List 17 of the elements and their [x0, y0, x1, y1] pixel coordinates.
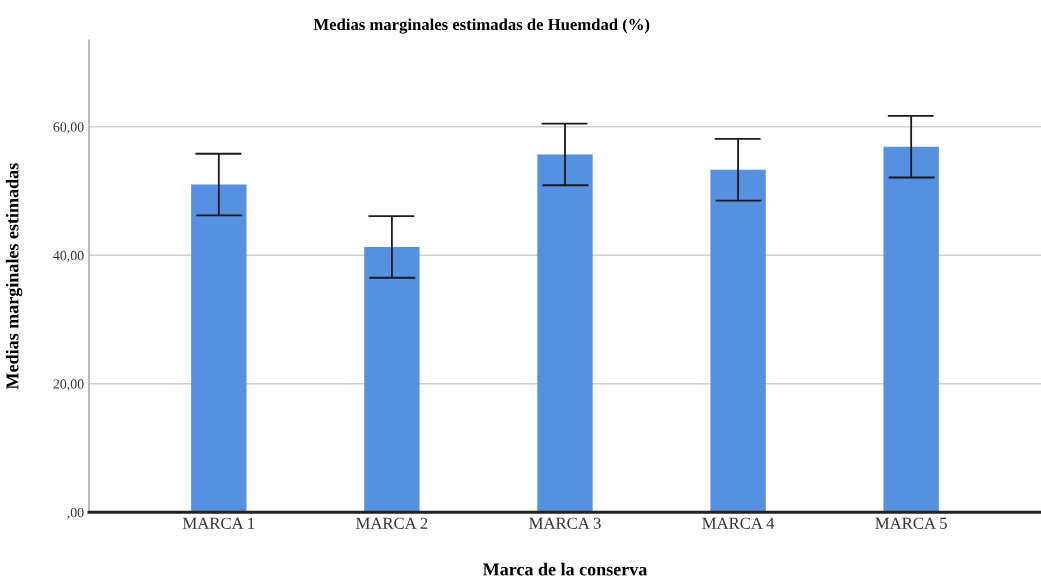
x-tick-label: MARCA 4	[702, 517, 775, 529]
y-tick-label: 40,00	[53, 250, 84, 263]
bar	[191, 184, 247, 513]
x-tick-label: MARCA 3	[529, 517, 601, 529]
x-tick-label: MARCA 2	[356, 517, 428, 529]
x-tick-label: MARCA 1	[182, 517, 255, 529]
x-tick-label: MARCA 5	[875, 517, 947, 529]
y-tick-label: ,00	[67, 507, 84, 520]
chart-title: Medias marginales estimadas de Huemdad (%)	[313, 18, 650, 34]
y-axis-title: Medias marginales estimadas	[5, 163, 23, 390]
y-tick-label: 60,00	[53, 122, 84, 134]
bar	[710, 169, 766, 513]
bar	[537, 154, 593, 513]
y-tick-label: 20,00	[53, 379, 84, 391]
bar	[364, 246, 420, 513]
x-axis-title: Marca de la conserva	[482, 562, 648, 576]
bar	[883, 146, 939, 513]
